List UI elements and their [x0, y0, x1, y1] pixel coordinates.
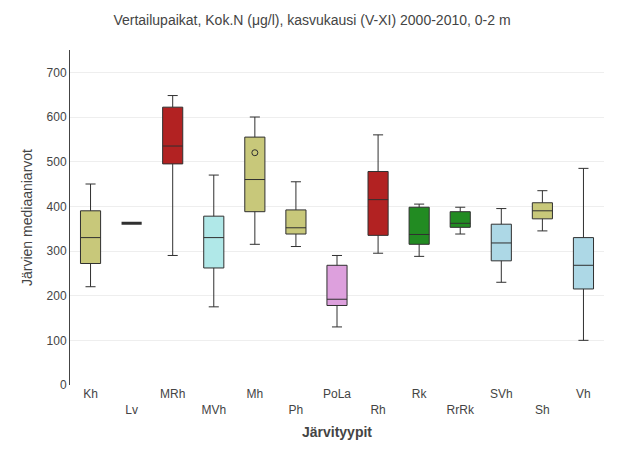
- svg-text:Rh: Rh: [370, 403, 385, 417]
- svg-text:RrRk: RrRk: [447, 403, 475, 417]
- svg-text:700: 700: [47, 66, 67, 80]
- svg-text:MRh: MRh: [160, 387, 185, 401]
- svg-text:Järvien mediaaniarvot: Järvien mediaaniarvot: [19, 149, 35, 286]
- svg-text:300: 300: [47, 244, 67, 258]
- svg-text:Ph: Ph: [289, 403, 304, 417]
- svg-text:500: 500: [47, 155, 67, 169]
- svg-text:MVh: MVh: [201, 403, 226, 417]
- svg-text:100: 100: [47, 334, 67, 348]
- svg-text:Vh: Vh: [576, 387, 591, 401]
- svg-text:Rk: Rk: [412, 387, 428, 401]
- svg-text:200: 200: [47, 289, 67, 303]
- svg-text:400: 400: [47, 200, 67, 214]
- svg-text:Järvityypit: Järvityypit: [302, 424, 372, 440]
- svg-text:600: 600: [47, 110, 67, 124]
- svg-text:Mh: Mh: [247, 387, 264, 401]
- svg-text:Lv: Lv: [125, 403, 138, 417]
- svg-text:Vertailupaikat, Kok.N (μg/l),: Vertailupaikat, Kok.N (μg/l), kasvukausi…: [113, 12, 510, 28]
- svg-text:PoLa: PoLa: [323, 387, 351, 401]
- svg-text:Kh: Kh: [83, 387, 98, 401]
- svg-text:SVh: SVh: [490, 387, 513, 401]
- svg-text:0: 0: [60, 378, 67, 392]
- svg-text:Sh: Sh: [535, 403, 550, 417]
